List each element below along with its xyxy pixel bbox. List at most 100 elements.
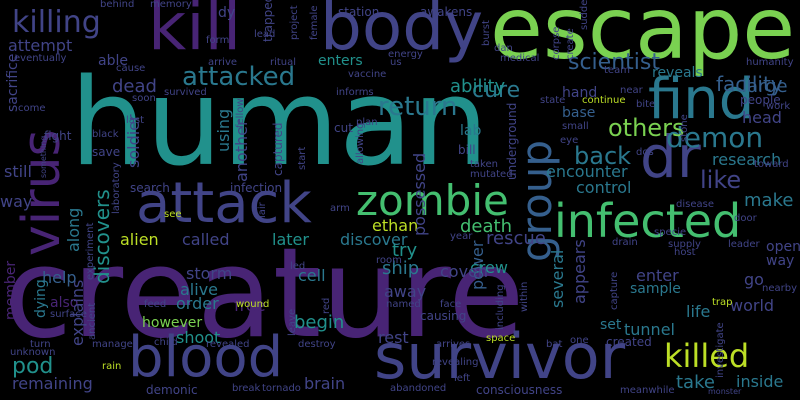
word-scientist: scientist — [568, 50, 660, 75]
word-ancient: ancient — [87, 302, 98, 340]
word-behind: behind — [100, 0, 135, 10]
word-us: us — [390, 57, 402, 68]
word-come: come — [18, 103, 46, 114]
word-open: open — [766, 239, 800, 255]
word-underground: underground — [505, 102, 519, 180]
word-search: search — [130, 181, 170, 195]
word-cause: cause — [116, 63, 146, 74]
word-continue: continue — [582, 95, 626, 106]
word-lead: lead — [254, 29, 276, 40]
word-creature: creature — [4, 222, 525, 366]
word-small: small — [562, 121, 589, 132]
word-bill: bill — [458, 143, 476, 157]
word-fellow: fellow — [235, 98, 246, 128]
word-go: go — [744, 270, 764, 289]
word-host: host — [674, 247, 696, 258]
word-reveals: reveals — [652, 65, 703, 81]
word-attack: attack — [136, 171, 312, 236]
word-allowing: allowing — [355, 122, 366, 164]
word-infection: infection — [230, 181, 283, 195]
word-enters: enters — [318, 53, 363, 69]
word-project: project — [289, 5, 300, 40]
word-ship: ship — [382, 258, 420, 279]
word-mutated: mutated — [470, 169, 513, 180]
word-cell: cell — [298, 266, 326, 285]
word-alien: alien — [120, 230, 159, 249]
word-enter: enter — [636, 266, 679, 285]
word-way-2: way — [766, 253, 795, 269]
word-leader: leader — [728, 239, 760, 250]
word-others: others — [608, 114, 685, 142]
word-named: named — [386, 299, 421, 310]
word-survived: survived — [164, 87, 207, 98]
word-crew: crew — [470, 258, 508, 277]
word-research: research — [712, 150, 782, 169]
word-tunnel: tunnel — [624, 320, 675, 339]
word-destroy: destroy — [298, 339, 336, 350]
word-body: body — [320, 0, 484, 65]
word-form: form — [206, 35, 230, 46]
word-team: team — [604, 65, 630, 76]
word-make: make — [744, 190, 794, 211]
word-memory: memory — [150, 0, 192, 10]
word-informs: informs — [336, 87, 374, 98]
word-infected: infected — [554, 194, 742, 248]
word-led: led — [290, 261, 306, 272]
word-disease: disease — [676, 199, 714, 210]
word-life: life — [686, 302, 711, 321]
word-arrives: arrives — [436, 339, 471, 350]
word-work: work — [766, 101, 791, 112]
word-ethan: ethan — [372, 216, 419, 235]
word-drain: drain — [612, 237, 638, 248]
word-help: help — [42, 268, 77, 287]
word-revealed: revealed — [206, 339, 250, 350]
word-humanity: humanity — [746, 57, 794, 68]
word-including: including — [495, 284, 506, 330]
word-vaccine: vaccine — [348, 69, 387, 80]
word-laboratory: laboratory — [111, 162, 122, 214]
word-way: way — [0, 192, 33, 211]
word-wound: wound — [236, 299, 270, 310]
word-investigate: investigate — [715, 322, 726, 378]
word-back: back — [574, 142, 632, 170]
word-dead: dead — [112, 76, 157, 97]
word-corpse: corpse — [551, 26, 562, 60]
word-shoot: shoot — [176, 328, 221, 347]
word-sample: sample — [630, 281, 681, 297]
word-demonic: demonic — [146, 383, 198, 397]
word-suddenly: suddenly — [579, 0, 590, 30]
word-human: human — [70, 54, 489, 193]
word-eventually: eventually — [14, 53, 67, 64]
word-encounter: encounter — [546, 162, 628, 181]
word-world: world — [730, 296, 775, 315]
word-try: try — [392, 240, 418, 261]
word-brain: brain — [304, 374, 346, 393]
word-attacked: attacked — [182, 62, 296, 92]
word-death: death — [460, 216, 512, 237]
word-begin: begin — [294, 312, 345, 333]
word-escape: escape — [490, 0, 796, 79]
word-see: see — [164, 209, 182, 220]
word-year: year — [450, 231, 473, 242]
word-appears: appears — [570, 239, 589, 304]
word-break: break — [232, 383, 261, 394]
word-take: take — [676, 372, 715, 393]
word-also: also — [50, 295, 79, 311]
word-cure: cure — [472, 78, 521, 103]
word-inside: inside — [736, 372, 784, 391]
word-attempt: attempt — [8, 36, 73, 55]
word-start: start — [297, 146, 308, 170]
word-child: child — [154, 337, 178, 348]
word-control: control — [576, 178, 632, 197]
word-kill: kill — [148, 0, 242, 65]
word-cut: cut — [334, 121, 353, 135]
word-space: space — [486, 333, 516, 344]
word-create: create — [565, 28, 576, 60]
word-base: base — [562, 105, 596, 121]
word-room: room — [376, 255, 402, 266]
word-survivor: survivor — [374, 320, 626, 393]
word-head: head — [742, 108, 782, 127]
word-monster: monster — [708, 387, 742, 396]
word-another: another — [232, 119, 251, 182]
